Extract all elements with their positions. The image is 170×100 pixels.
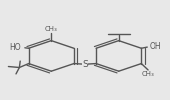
Text: HO: HO <box>9 43 21 52</box>
Text: S: S <box>82 60 88 69</box>
Text: CH₃: CH₃ <box>45 26 58 32</box>
Text: OH: OH <box>149 42 161 51</box>
Text: CH₃: CH₃ <box>142 71 155 77</box>
